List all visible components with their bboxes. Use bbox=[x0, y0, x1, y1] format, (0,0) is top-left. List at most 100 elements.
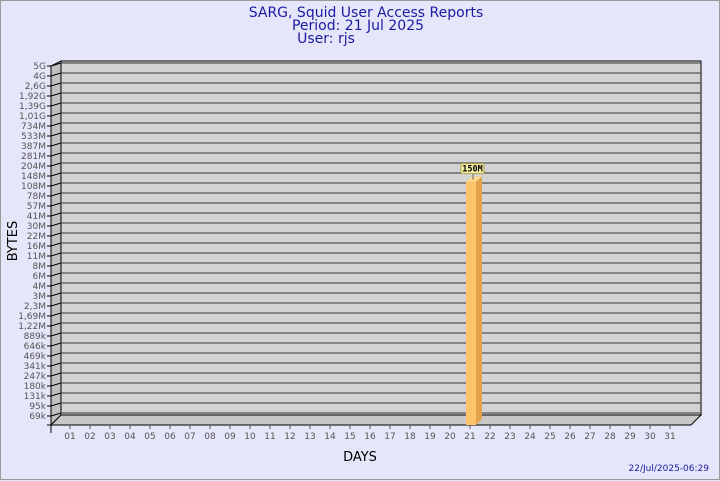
y-tick-diagonal bbox=[50, 142, 62, 147]
y-tick-label: 180k bbox=[24, 382, 47, 392]
x-tick-label: 30 bbox=[644, 432, 656, 442]
plot-floor bbox=[49, 414, 703, 426]
y-tick-diagonal bbox=[50, 242, 62, 247]
y-tick-label: 247k bbox=[24, 372, 47, 382]
y-tick-diagonal bbox=[50, 372, 62, 377]
x-tick-label: 31 bbox=[664, 432, 675, 442]
y-tick-diagonal bbox=[50, 262, 62, 267]
y-tick-label: 6M bbox=[33, 272, 47, 282]
plot-back-wall bbox=[60, 60, 702, 416]
y-tick-label: 646k bbox=[24, 342, 47, 352]
y-tick-label: 22M bbox=[27, 232, 46, 242]
y-tick-label: 281M bbox=[21, 152, 46, 162]
x-tick-label: 25 bbox=[544, 432, 555, 442]
y-tick-label: 1,39G bbox=[19, 102, 46, 112]
y-tick-diagonal bbox=[50, 172, 62, 177]
y-tick-diagonal bbox=[50, 332, 62, 337]
bar-label-box bbox=[460, 163, 485, 175]
y-tick-label: 734M bbox=[21, 122, 46, 132]
y-tick-label: 469k bbox=[24, 352, 47, 362]
x-tick-label: 15 bbox=[344, 432, 355, 442]
chart-user: User: rjs bbox=[297, 31, 355, 47]
y-tick-diagonal bbox=[50, 352, 62, 357]
x-tick-label: 24 bbox=[524, 432, 536, 442]
x-tick-label: 05 bbox=[144, 432, 155, 442]
y-tick-label: 41M bbox=[27, 212, 46, 222]
y-tick-label: 148M bbox=[21, 172, 46, 182]
y-tick-diagonal bbox=[50, 62, 62, 67]
x-tick-label: 01 bbox=[64, 432, 75, 442]
y-tick-diagonal bbox=[50, 302, 62, 307]
y-tick-diagonal bbox=[50, 272, 62, 277]
y-tick-diagonal bbox=[50, 252, 62, 257]
y-tick-label: 889k bbox=[24, 332, 47, 342]
y-tick-label: 30M bbox=[27, 222, 46, 232]
y-tick-diagonal bbox=[50, 162, 62, 167]
x-tick-label: 20 bbox=[444, 432, 456, 442]
y-tick-label: 1,92G bbox=[19, 92, 46, 102]
x-tick-label: 23 bbox=[504, 432, 515, 442]
y-tick-diagonal bbox=[50, 392, 62, 397]
x-tick-label: 14 bbox=[324, 432, 336, 442]
y-tick-label: 4M bbox=[33, 282, 47, 292]
y-tick-diagonal bbox=[50, 112, 62, 117]
x-tick-label: 07 bbox=[184, 432, 195, 442]
y-tick-label: 387M bbox=[21, 142, 46, 152]
y-tick-label: 57M bbox=[27, 202, 46, 212]
x-tick-label: 27 bbox=[584, 432, 595, 442]
y-tick-diagonal bbox=[50, 342, 62, 347]
x-tick-label: 09 bbox=[224, 432, 236, 442]
y-tick-label: 1,01G bbox=[19, 112, 46, 122]
y-tick-label: 8M bbox=[33, 262, 47, 272]
y-tick-diagonal bbox=[50, 132, 62, 137]
y-tick-diagonal bbox=[50, 72, 62, 77]
y-tick-label: 4G bbox=[33, 72, 46, 82]
x-tick-label: 16 bbox=[364, 432, 376, 442]
y-tick-diagonal bbox=[50, 282, 62, 287]
x-tick-label: 21 bbox=[464, 432, 475, 442]
y-tick-diagonal bbox=[50, 102, 62, 107]
y-tick-diagonal bbox=[50, 292, 62, 297]
y-tick-diagonal bbox=[50, 82, 62, 87]
x-tick-label: 29 bbox=[624, 432, 636, 442]
x-tick-label: 11 bbox=[264, 432, 275, 442]
y-tick-diagonal bbox=[50, 412, 62, 417]
y-tick-diagonal bbox=[50, 322, 62, 327]
chart-title: SARG, Squid User Access Reports bbox=[249, 5, 484, 21]
bar-top-day-21 bbox=[466, 176, 482, 182]
y-tick-diagonal bbox=[50, 192, 62, 197]
y-tick-diagonal bbox=[50, 212, 62, 217]
y-tick-label: 131k bbox=[24, 392, 47, 402]
y-tick-diagonal bbox=[50, 362, 62, 367]
y-tick-diagonal bbox=[50, 312, 62, 317]
y-tick-diagonal bbox=[50, 182, 62, 187]
y-tick-diagonal bbox=[50, 92, 62, 97]
x-tick-label: 10 bbox=[244, 432, 256, 442]
x-tick-label: 17 bbox=[384, 432, 395, 442]
y-tick-label: 11M bbox=[27, 252, 46, 262]
y-tick-label: 341k bbox=[24, 362, 47, 372]
y-tick-label: 69k bbox=[29, 412, 46, 422]
x-tick-label: 13 bbox=[304, 432, 315, 442]
x-tick-label: 18 bbox=[404, 432, 416, 442]
y-tick-diagonal bbox=[50, 382, 62, 387]
x-tick-label: 03 bbox=[104, 432, 115, 442]
y-tick-diagonal bbox=[50, 222, 62, 227]
y-tick-diagonal bbox=[50, 202, 62, 207]
y-tick-diagonal bbox=[50, 152, 62, 157]
y-tick-diagonal bbox=[50, 122, 62, 127]
y-tick-label: 5G bbox=[33, 62, 46, 72]
y-tick-label: 1,69M bbox=[18, 312, 46, 322]
y-tick-diagonal bbox=[50, 402, 62, 407]
x-tick-label: 06 bbox=[164, 432, 176, 442]
y-tick-label: 108M bbox=[21, 182, 46, 192]
y-tick-label: 2,3M bbox=[24, 302, 46, 312]
y-tick-label: 3M bbox=[33, 292, 47, 302]
x-tick-label: 08 bbox=[204, 432, 216, 442]
y-tick-label: 78M bbox=[27, 192, 46, 202]
y-tick-label: 16M bbox=[27, 242, 46, 252]
x-axis-label: DAYS bbox=[343, 450, 377, 465]
bar-day-21 bbox=[466, 181, 476, 425]
